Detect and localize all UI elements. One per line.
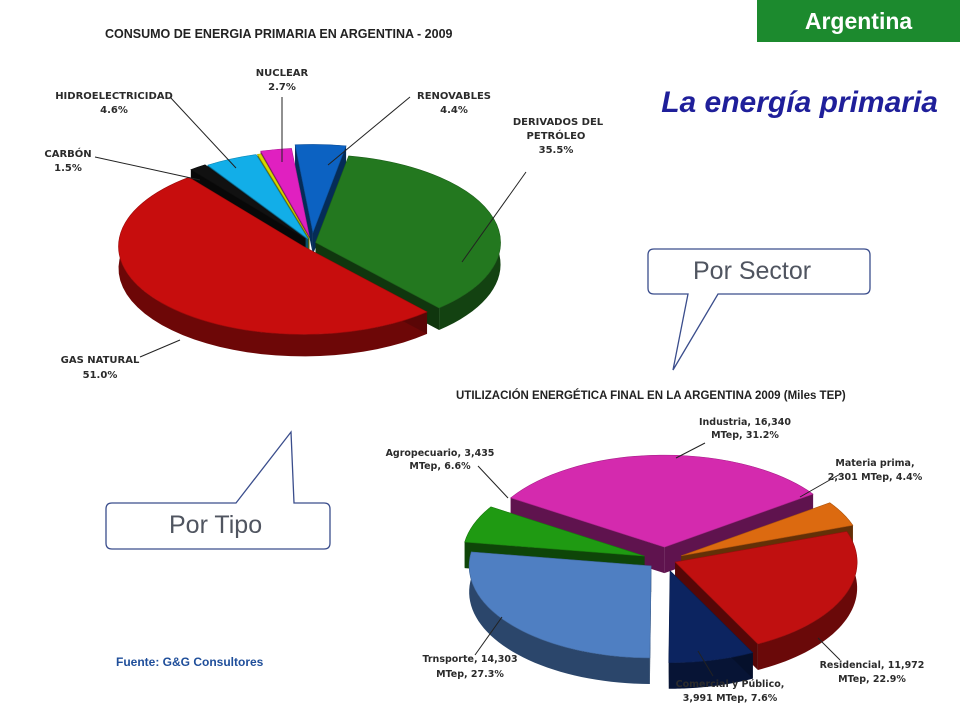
label-residencial: Residencial, 11,972	[820, 660, 925, 671]
slice-comercial-y-p-blico	[668, 570, 754, 664]
label-gas-pct: 51.0%	[83, 370, 118, 381]
slice-renovables	[294, 144, 347, 234]
slice-carb-n	[190, 164, 306, 239]
chart1-title: CONSUMO DE ENERGIA PRIMARIA EN ARGENTINA…	[105, 27, 453, 41]
slice-nuclear	[260, 148, 310, 237]
slice-wall-comercial-y-p-blico	[668, 652, 753, 689]
label-hidro-pct: 4.6%	[100, 105, 128, 116]
callout-tipo-text: Por Tipo	[169, 511, 263, 539]
label-transporte: Trnsporte, 14,303	[422, 654, 517, 665]
pie-final-energy-use	[464, 454, 858, 689]
slice-minor	[256, 153, 310, 239]
label-comercial: Comercial y Público,	[676, 679, 785, 690]
label-materia-2: 2,301 MTep, 4.4%	[828, 472, 923, 483]
label-carbon-pct: 1.5%	[54, 163, 82, 174]
slice-gas-natural	[118, 176, 428, 335]
label-hidro: HIDROELECTRICIDAD	[55, 91, 173, 102]
callout-sector-bubble	[647, 248, 871, 371]
label-nuclear-pct: 2.7%	[268, 82, 296, 93]
slice-hidroelectricidad	[207, 154, 309, 240]
label-petroleo-line1: DERIVADOS DEL	[513, 117, 604, 128]
label-agro: Agropecuario, 3,435	[386, 448, 495, 459]
label-gas: GAS NATURAL	[61, 355, 140, 366]
slice-trnsporte	[468, 551, 652, 659]
label-transporte-2: MTep, 27.3%	[436, 669, 504, 680]
chart2-leader-lines	[474, 442, 843, 677]
slice-materia-prima	[681, 502, 854, 557]
slice-wall-gas-natural	[118, 177, 428, 357]
label-renovables: RENOVABLES	[417, 91, 491, 102]
label-industria: Industria, 16,340	[699, 417, 791, 428]
slice-derivados-del-petr-leo	[315, 155, 501, 309]
callout-sector-text: Por Sector	[693, 257, 812, 285]
label-materia: Materia prima,	[835, 458, 914, 469]
label-comercial-2: 3,991 MTep, 7.6%	[683, 693, 778, 704]
callout-tipo-bubble	[105, 430, 331, 550]
slice-industria	[510, 454, 814, 548]
label-renovables-pct: 4.4%	[440, 105, 468, 116]
label-carbon: CARBÓN	[44, 147, 91, 160]
label-residencial-2: MTep, 22.9%	[838, 674, 906, 685]
label-industria-2: MTep, 31.2%	[711, 430, 779, 441]
slice-wall-trnsporte	[469, 551, 650, 684]
source-note: Fuente: G&G Consultores	[116, 655, 264, 669]
slice-agropecuario	[464, 506, 645, 557]
label-agro-2: MTep, 6.6%	[409, 461, 471, 472]
page-headline: La energía primaria	[661, 86, 938, 119]
chart1-leader-lines	[94, 96, 527, 358]
label-nuclear: NUCLEAR	[256, 68, 309, 79]
slice-residencial	[674, 531, 858, 645]
label-petroleo-line2: PETRÓLEO	[527, 129, 586, 142]
label-petroleo-pct: 35.5%	[539, 145, 574, 156]
slice-edge	[295, 144, 313, 255]
chart2-title: UTILIZACIÓN ENERGÉTICA FINAL EN LA ARGEN…	[456, 390, 846, 402]
pie-primary-energy	[118, 144, 501, 357]
country-badge: Argentina	[757, 0, 960, 42]
